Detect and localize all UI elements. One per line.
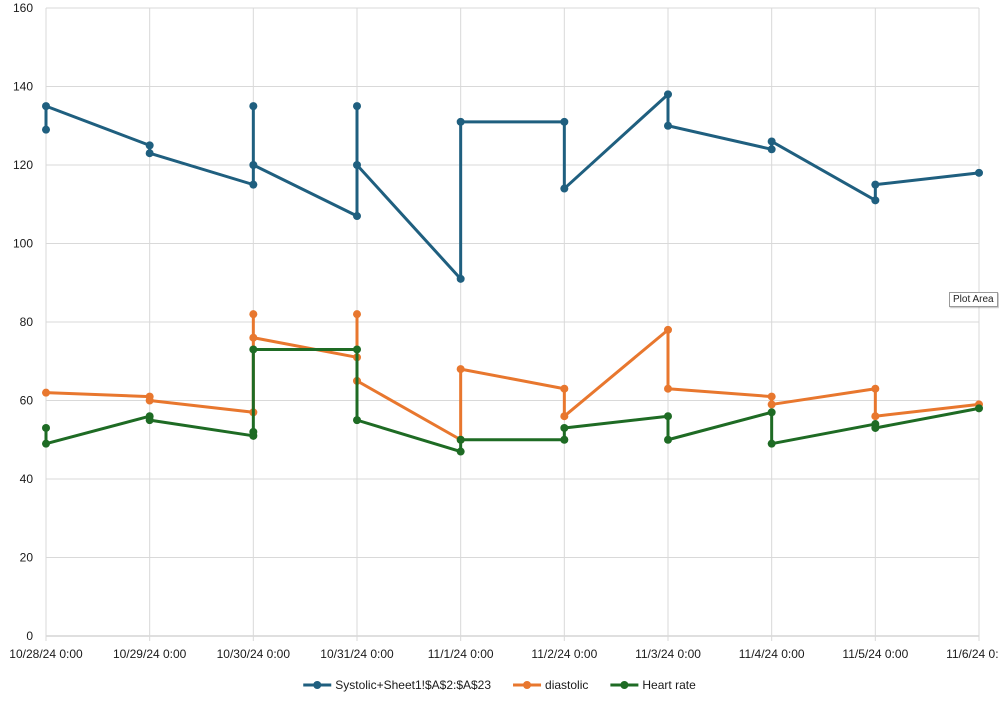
x-tick-label: 10/31/24 0:00 bbox=[320, 647, 394, 661]
series-line bbox=[45, 312, 980, 442]
x-tick-label: 11/1/24 0:00 bbox=[428, 647, 494, 661]
y-tick-label: 120 bbox=[13, 158, 33, 172]
data-point bbox=[767, 145, 776, 154]
data-point bbox=[975, 168, 983, 177]
data-point bbox=[975, 404, 983, 413]
data-point bbox=[353, 102, 361, 111]
data-point bbox=[871, 423, 880, 432]
data-point bbox=[353, 310, 361, 319]
legend-swatch-marker bbox=[313, 681, 322, 689]
x-tick-label: 11/3/24 0:00 bbox=[635, 647, 701, 661]
legend-label: Systolic+Sheet1!$A$2:$A$23 bbox=[335, 678, 491, 692]
data-point bbox=[249, 161, 258, 169]
data-point bbox=[42, 388, 50, 397]
data-point bbox=[249, 333, 258, 342]
data-point bbox=[249, 180, 258, 189]
data-point bbox=[353, 416, 361, 425]
legend-swatch-marker bbox=[523, 681, 532, 689]
y-tick-label: 20 bbox=[20, 551, 34, 565]
data-point bbox=[871, 384, 880, 393]
legend-label: diastolic bbox=[545, 678, 588, 692]
data-point bbox=[42, 423, 50, 432]
data-point bbox=[767, 137, 776, 146]
data-point bbox=[560, 117, 569, 126]
data-point bbox=[42, 102, 50, 111]
x-tick-label: 10/28/24 0:00 bbox=[9, 647, 83, 661]
y-axis-tick-labels: 0 20 40 60 80 100 120 140 160 bbox=[13, 1, 33, 643]
data-point bbox=[767, 439, 776, 448]
data-point bbox=[145, 396, 154, 405]
y-tick-label: 140 bbox=[13, 80, 33, 94]
legend-swatch-marker bbox=[620, 681, 629, 689]
data-point bbox=[767, 408, 776, 417]
data-point bbox=[249, 427, 258, 436]
y-tick-label: 160 bbox=[13, 1, 33, 15]
legend-item: diastolic bbox=[513, 678, 588, 692]
data-point bbox=[145, 416, 154, 425]
data-point bbox=[145, 141, 154, 150]
data-point bbox=[664, 435, 672, 444]
y-tick-label: 60 bbox=[20, 394, 34, 408]
data-point bbox=[249, 345, 258, 354]
y-tick-label: 80 bbox=[20, 315, 34, 329]
x-tick-label: 10/29/24 0:00 bbox=[113, 647, 187, 661]
legend-item: Systolic+Sheet1!$A$2:$A$23 bbox=[303, 678, 491, 692]
data-point bbox=[456, 447, 465, 456]
y-tick-label: 0 bbox=[26, 629, 33, 643]
data-point bbox=[664, 412, 672, 421]
series-lines bbox=[42, 90, 983, 456]
data-point bbox=[456, 435, 465, 444]
data-point bbox=[42, 125, 50, 134]
data-point bbox=[767, 392, 776, 401]
data-point bbox=[560, 384, 569, 393]
data-point bbox=[560, 423, 569, 432]
y-tick-label: 40 bbox=[20, 472, 34, 486]
x-tick-label: 11/4/24 0:00 bbox=[739, 647, 805, 661]
x-tick-label: 11/6/24 0:00 bbox=[946, 647, 999, 661]
data-point bbox=[456, 365, 465, 374]
series-line bbox=[44, 347, 980, 454]
data-point bbox=[249, 102, 258, 111]
legend-item: Heart rate bbox=[610, 678, 696, 692]
data-point bbox=[560, 412, 569, 421]
data-point bbox=[664, 90, 672, 99]
data-point bbox=[871, 180, 880, 189]
series-2 bbox=[42, 345, 983, 456]
y-tick-label: 100 bbox=[13, 237, 33, 251]
x-tick-label: 11/5/24 0:00 bbox=[842, 647, 908, 661]
data-point bbox=[664, 325, 672, 334]
data-point bbox=[664, 384, 672, 393]
x-tick-label: 11/2/24 0:00 bbox=[531, 647, 597, 661]
data-point bbox=[353, 345, 361, 354]
data-point bbox=[42, 439, 50, 448]
data-point bbox=[456, 117, 465, 126]
series-0 bbox=[42, 90, 983, 283]
series-line bbox=[44, 92, 980, 281]
plot-area-tooltip: Plot Area bbox=[949, 292, 998, 307]
gridlines bbox=[45, 7, 980, 641]
data-point bbox=[871, 196, 880, 205]
data-point bbox=[249, 310, 258, 319]
legend-label: Heart rate bbox=[642, 678, 696, 692]
data-point bbox=[560, 435, 569, 444]
data-point bbox=[560, 184, 569, 193]
data-point bbox=[664, 121, 672, 130]
data-point bbox=[871, 412, 880, 421]
data-point bbox=[353, 161, 361, 169]
x-axis-tick-labels: 10/28/24 0:00 10/29/24 0:00 10/30/24 0:00 1… bbox=[9, 647, 999, 661]
legend: Systolic+Sheet1!$A$2:$A$23 diastolic Heart… bbox=[303, 678, 696, 692]
data-point bbox=[145, 149, 154, 158]
x-tick-label: 10/30/24 0:00 bbox=[217, 647, 291, 661]
data-point bbox=[767, 400, 776, 409]
data-point bbox=[456, 274, 465, 283]
data-point bbox=[353, 212, 361, 221]
